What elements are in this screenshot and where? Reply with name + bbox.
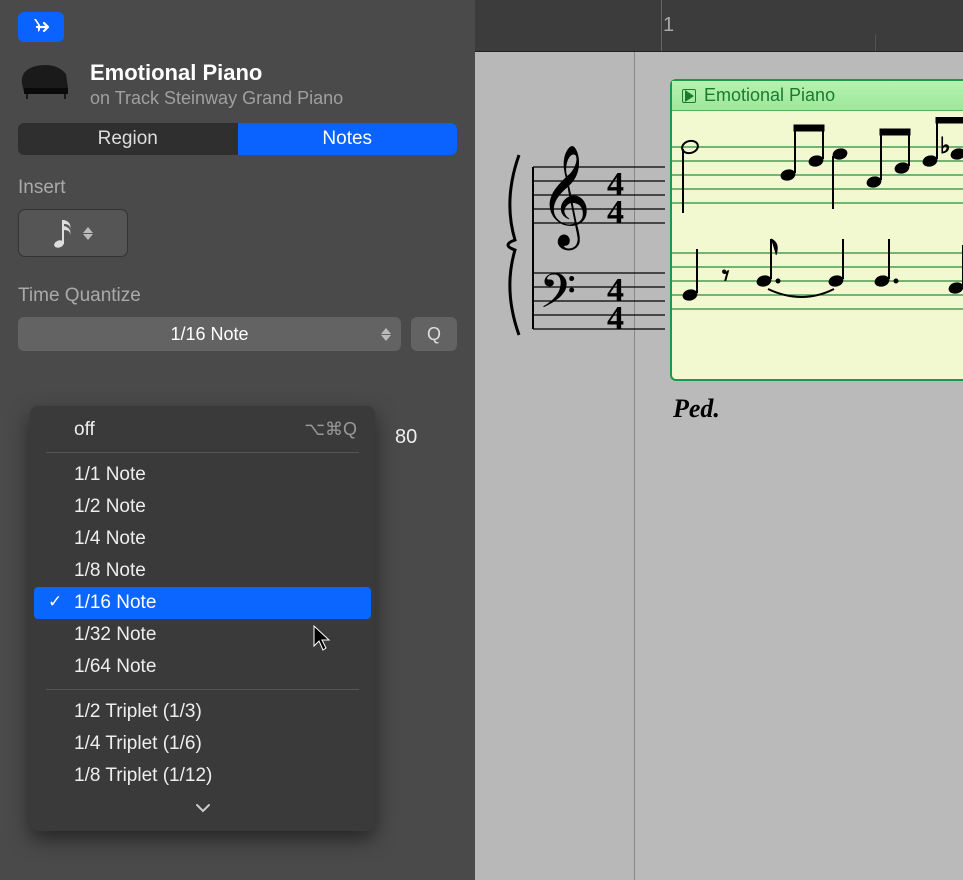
inspector-panel: Emotional Piano on Track Steinway Grand … bbox=[0, 0, 475, 880]
menu-scroll-down[interactable] bbox=[30, 792, 375, 823]
time-quantize-label: Time Quantize bbox=[18, 285, 457, 307]
region-staff: ♭ 𝄾 bbox=[672, 117, 963, 377]
score-editor: 1 bbox=[475, 0, 963, 880]
staff-brace-area: 𝄞 𝄢 4 4 4 4 bbox=[495, 145, 665, 395]
menu-shortcut: ⌥⌘Q bbox=[304, 419, 357, 441]
menu-item[interactable]: 1/8 Triplet (1/12) bbox=[30, 760, 375, 792]
sixteenth-note-icon bbox=[53, 216, 75, 250]
svg-text:4: 4 bbox=[607, 300, 624, 337]
filter-button[interactable] bbox=[18, 12, 64, 42]
menu-item[interactable]: 1/16 Note bbox=[34, 587, 371, 619]
menu-item[interactable]: 1/8 Note bbox=[30, 555, 375, 587]
insert-label: Insert bbox=[18, 177, 457, 199]
play-icon bbox=[685, 90, 694, 102]
svg-text:𝄢: 𝄢 bbox=[539, 265, 576, 330]
segment-notes[interactable]: Notes bbox=[238, 123, 458, 155]
time-quantize-value: 1/16 Note bbox=[170, 324, 248, 345]
svg-text:4: 4 bbox=[607, 194, 624, 231]
menu-item[interactable]: 1/2 Note bbox=[30, 491, 375, 523]
midi-region[interactable]: Emotional Piano bbox=[670, 79, 963, 381]
svg-text:𝄾: 𝄾 bbox=[722, 261, 729, 292]
instrument-icon bbox=[18, 60, 72, 100]
menu-item[interactable]: 1/4 Note bbox=[30, 523, 375, 555]
region-title: Emotional Piano bbox=[90, 60, 457, 86]
time-quantize-dropdown: off ⌥⌘Q 1/1 Note1/2 Note1/4 Note1/8 Note… bbox=[30, 406, 375, 831]
menu-item[interactable]: 1/1 Note bbox=[30, 459, 375, 491]
strength-value[interactable]: 80 bbox=[395, 426, 417, 449]
region-name: Emotional Piano bbox=[704, 85, 835, 106]
quantize-button[interactable]: Q bbox=[411, 317, 457, 351]
chevron-down-icon bbox=[195, 803, 211, 813]
ruler-bar-number: 1 bbox=[663, 14, 674, 37]
cursor-icon bbox=[312, 624, 334, 652]
menu-item-off[interactable]: off ⌥⌘Q bbox=[30, 414, 375, 446]
menu-item[interactable]: 1/64 Note bbox=[30, 651, 375, 683]
region-header[interactable]: Emotional Piano bbox=[672, 81, 963, 111]
segment-region[interactable]: Region bbox=[18, 123, 238, 155]
svg-text:♭: ♭ bbox=[940, 133, 950, 158]
select-arrows-icon bbox=[381, 328, 391, 341]
time-quantize-select[interactable]: 1/16 Note bbox=[18, 317, 401, 351]
funnel-arrow-icon bbox=[28, 17, 54, 37]
svg-text:𝄞: 𝄞 bbox=[539, 146, 591, 251]
menu-separator bbox=[46, 689, 359, 690]
menu-item[interactable]: 1/4 Triplet (1/6) bbox=[30, 728, 375, 760]
insert-note-selector[interactable] bbox=[18, 209, 128, 257]
timeline-ruler[interactable]: 1 bbox=[475, 0, 963, 52]
menu-item[interactable]: 1/2 Triplet (1/3) bbox=[30, 696, 375, 728]
pedal-marking: Ped. bbox=[673, 394, 720, 424]
stepper-icon bbox=[83, 227, 93, 240]
menu-separator bbox=[46, 452, 359, 453]
region-notes-segmented[interactable]: Region Notes bbox=[18, 123, 457, 155]
region-subtitle: on Track Steinway Grand Piano bbox=[90, 88, 457, 109]
